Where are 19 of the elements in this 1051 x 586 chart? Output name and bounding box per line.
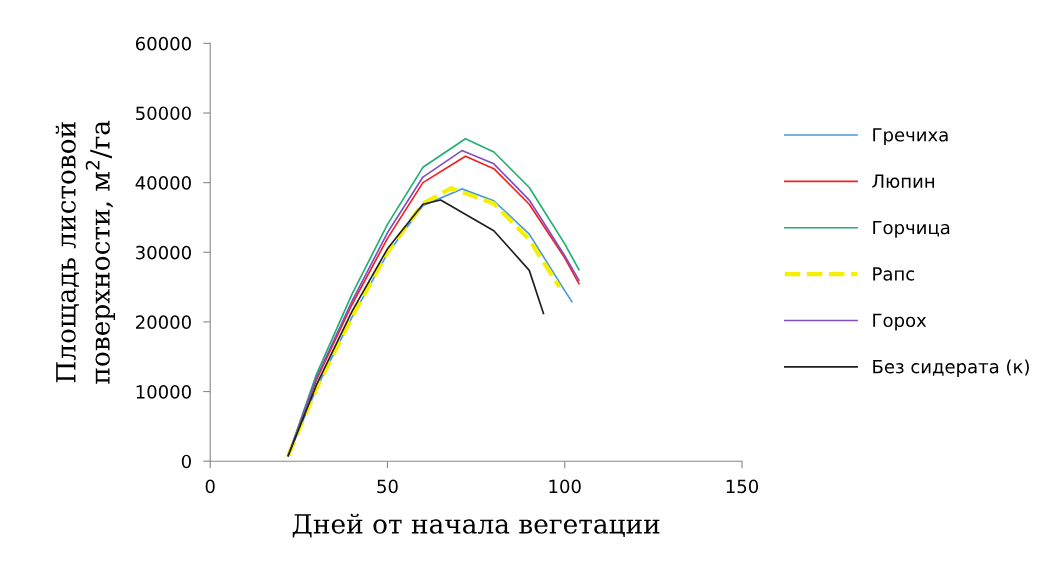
- y-tick-label: 20000: [136, 315, 191, 330]
- x-tick-label: 0: [205, 479, 215, 494]
- x-tick-label: 150: [726, 479, 759, 494]
- y-tick-label: 60000: [135, 36, 191, 51]
- y-tick-label: 40000: [135, 176, 191, 190]
- legend-label: Гречиха: [873, 128, 948, 146]
- y-tick-label: 50000: [136, 106, 191, 121]
- legend-label: Горчица: [873, 220, 950, 238]
- x-axis-title: Дней от начала вегетации: [292, 513, 660, 538]
- legend-label: Рапс: [873, 267, 915, 281]
- legend-label: Горох: [873, 313, 927, 331]
- y-tick-label: 10000: [136, 385, 191, 399]
- y-axis-title: Площадь листовой поверхности, м$^{2}$/га: [55, 120, 116, 384]
- y-tick-label: 0: [181, 454, 191, 469]
- x-tick-label: 50: [377, 479, 398, 494]
- legend-label: Без сидерата (к): [873, 359, 1029, 377]
- legend-label: Люпин: [872, 174, 934, 188]
- y-tick-label: 30000: [136, 245, 191, 260]
- x-tick-label: 100: [549, 479, 581, 494]
